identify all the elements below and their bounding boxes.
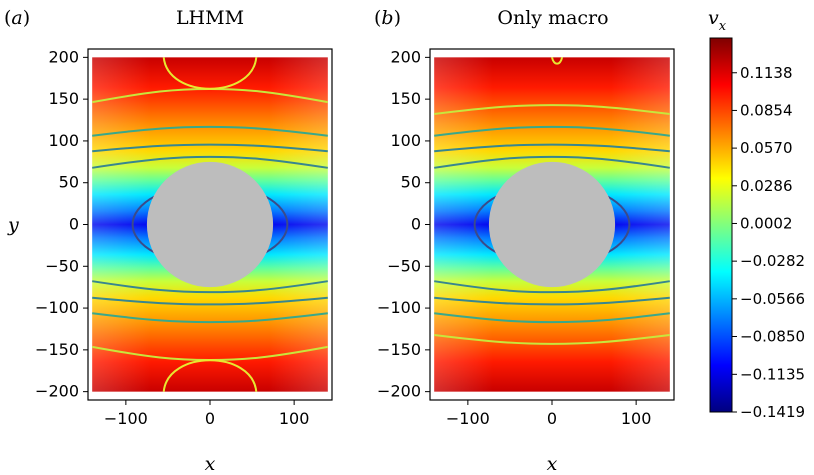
contour-cap-top-b — [551, 57, 564, 65]
contour-upper-1-a — [92, 125, 328, 137]
ytick-label-b: 100 — [390, 131, 421, 150]
contour-top-b — [434, 104, 670, 115]
xtick-label-a: 0 — [205, 409, 215, 428]
colorbar-tick-label: −0.1419 — [740, 403, 805, 421]
ytick-label-b: 0 — [411, 215, 421, 234]
contour-upper-2-b — [434, 143, 670, 153]
contour-lower-3-a — [92, 280, 328, 294]
ytick-label-a: −100 — [35, 298, 79, 317]
contour-lower-1-a — [92, 312, 328, 324]
panel-b-title: Only macro — [497, 7, 608, 29]
colorbar-tick-label: 0.0854 — [740, 101, 793, 119]
ytick-label-b: 50 — [401, 173, 421, 192]
contour-lower-1-b — [434, 312, 670, 324]
ytick-label-a: 0 — [69, 215, 79, 234]
ytick-label-b: −200 — [377, 382, 421, 401]
xtick-label-b: 0 — [547, 409, 557, 428]
colorbar-tick-label: 0.0002 — [740, 214, 793, 232]
colorbar-gradient — [709, 37, 733, 413]
panel-b-xlabel: x — [547, 453, 558, 475]
xtick-label-a: 100 — [279, 409, 310, 428]
colorbar: vx 0.1138 0.0854 0.0570 0.0286 0.0002 −0.0282… — [708, 7, 805, 421]
ytick-label-a: 50 — [59, 173, 79, 192]
colorbar-tick-label: −0.0850 — [740, 328, 805, 346]
contour-upper-2-a — [92, 143, 328, 153]
panel-b: (b) Only macro x 200 150 100 50 0 −50 −100 −150… — [374, 7, 675, 475]
colorbar-label: vx — [708, 7, 727, 34]
obstacle-b — [488, 161, 616, 288]
contour-cap-bottom-a — [162, 359, 258, 392]
xtick-label-a: −100 — [104, 409, 148, 428]
panel-a-title: LHMM — [176, 7, 244, 29]
xtick-label-b: −100 — [446, 409, 490, 428]
panel-a-ylabel: y — [7, 214, 19, 236]
contour-upper-3-a — [92, 155, 328, 169]
ytick-label-b: −100 — [377, 298, 421, 317]
ytick-label-a: −150 — [35, 340, 79, 359]
panel-a-label: (a) — [4, 7, 30, 29]
contour-upper-3-b — [434, 155, 670, 169]
ytick-label-a: −200 — [35, 382, 79, 401]
ytick-label-b: −150 — [377, 340, 421, 359]
colorbar-tick-label: 0.0570 — [740, 139, 793, 157]
ytick-label-a: 150 — [48, 89, 79, 108]
ytick-label-a: 100 — [48, 131, 79, 150]
colorbar-tick-label: −0.0282 — [740, 252, 805, 270]
xtick-label-b: 100 — [621, 409, 652, 428]
colorbar-tick-label: 0.1138 — [740, 64, 793, 82]
ytick-label-a: −50 — [45, 256, 79, 275]
contour-lower-2-a — [92, 296, 328, 306]
ytick-label-a: 200 — [48, 47, 79, 66]
ytick-label-b: 200 — [390, 47, 421, 66]
contour-lower-2-b — [434, 296, 670, 306]
ytick-label-b: −50 — [387, 256, 421, 275]
panel-a-xlabel: x — [205, 453, 216, 475]
contour-bottom-b — [434, 334, 670, 345]
obstacle-a — [146, 161, 274, 288]
colorbar-tick-label: 0.0286 — [740, 177, 793, 195]
contour-lower-3-b — [434, 280, 670, 294]
panel-b-label: (b) — [374, 7, 401, 29]
contour-cap-top-a — [162, 57, 258, 90]
colorbar-tick-label: −0.0566 — [740, 290, 805, 308]
panel-a: (a) LHMM y x 200 150 100 50 0 −50 −100 −150 −200… — [4, 7, 333, 475]
contour-upper-1-b — [434, 125, 670, 137]
ytick-label-b: 150 — [390, 89, 421, 108]
colorbar-tick-label: −0.1135 — [740, 365, 805, 383]
